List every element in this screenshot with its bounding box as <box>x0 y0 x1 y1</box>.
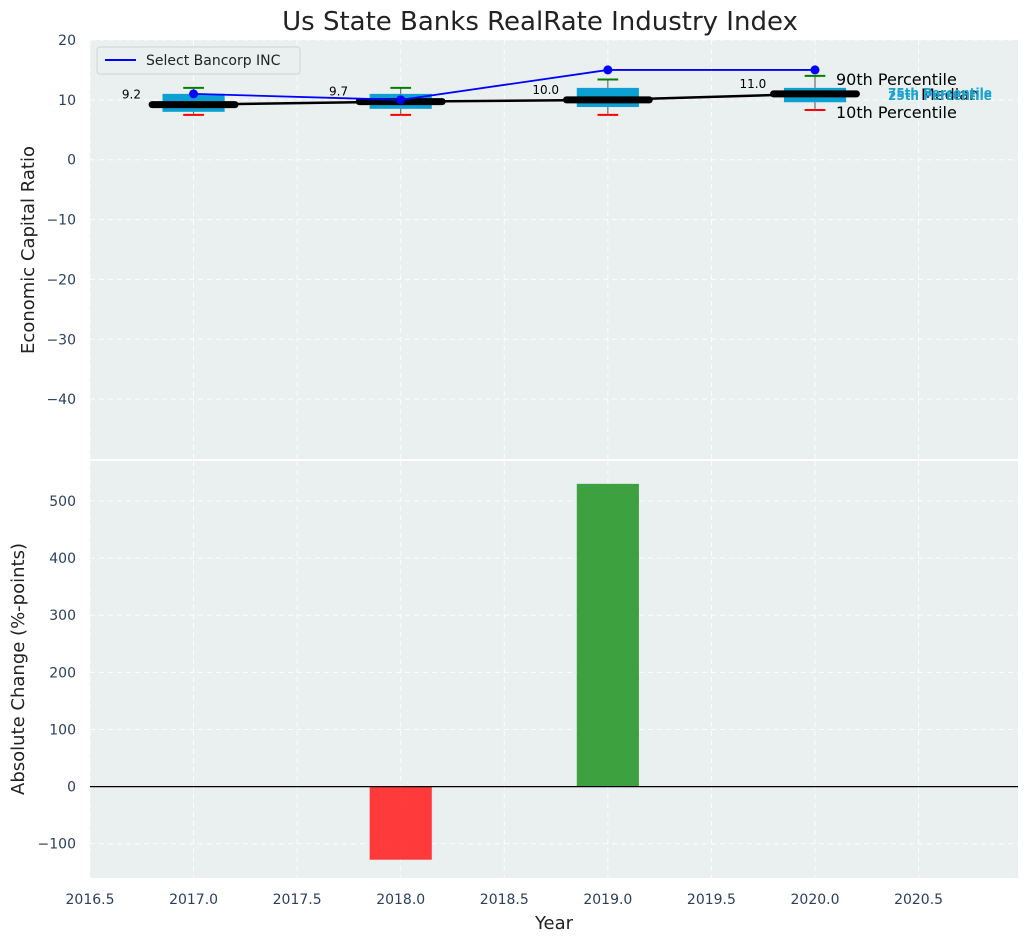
top-y-tick-label: −30 <box>46 332 76 348</box>
median-series <box>193 92 816 106</box>
top-y-tick-label: −10 <box>46 213 76 229</box>
x-tick-label: 2020.5 <box>894 892 943 908</box>
company-point <box>810 65 820 75</box>
bottom-y-tick-label: 400 <box>49 551 76 567</box>
top-plot-area <box>90 40 1018 459</box>
x-tick-label: 2020.0 <box>791 892 840 908</box>
company-line <box>193 69 815 101</box>
bottom-y-tick-label: 500 <box>49 494 76 510</box>
x-tick-labels: 2016.5 2017.0 2017.5 2018.0 2018.5 2019.0 2019… <box>66 892 944 908</box>
x-tick-label: 2017.5 <box>273 892 322 908</box>
bottom-y-tick-label: −100 <box>38 837 76 853</box>
change-bars <box>90 483 1018 860</box>
bottom-plot-area <box>90 461 1018 878</box>
top-y-tick-label: −20 <box>46 272 76 288</box>
top-y-tick-label: −40 <box>46 392 76 408</box>
median-value-label: 11.0 <box>739 77 766 91</box>
bottom-y-tick-labels: 500 400 300 200 100 0 −100 <box>38 494 76 853</box>
chart-title: Us State Banks RealRate Industry Index <box>282 7 798 37</box>
top-y-tick-label: 0 <box>67 153 76 169</box>
legend-box <box>96 46 301 75</box>
x-tick-label: 2017.0 <box>169 892 218 908</box>
company-point <box>603 65 613 75</box>
annotation-median: Median <box>921 85 979 104</box>
median-value-label: 9.2 <box>122 88 141 102</box>
legend-label-company: Select Bancorp INC <box>146 53 281 69</box>
top-y-tick-label: 20 <box>58 33 76 49</box>
annotation-10th-percentile: 10th Percentile <box>836 103 957 122</box>
annotation-75th-percentile: 75th Percentile <box>888 86 992 100</box>
median-value-label: 9.7 <box>329 85 348 99</box>
median-line <box>193 92 816 106</box>
x-tick-label: 2019.0 <box>583 892 632 908</box>
x-tick-label: 2018.5 <box>480 892 529 908</box>
x-axis-title: Year <box>534 913 574 934</box>
bottom-y-tick-label: 300 <box>49 608 76 624</box>
top-y-tick-label: 10 <box>58 93 76 109</box>
median-value-label: 10.0 <box>532 83 559 97</box>
bar-negative-change <box>369 786 432 860</box>
top-gridlines <box>89 39 1018 459</box>
legend: Select Bancorp INC <box>96 46 301 75</box>
x-tick-label: 2019.5 <box>687 892 736 908</box>
x-tick-label: 2016.5 <box>66 892 115 908</box>
bar-positive-change <box>576 483 639 787</box>
top-y-tick-labels: 20 10 0 −10 −20 −30 −40 <box>46 33 76 408</box>
x-tick-label: 2018.0 <box>376 892 425 908</box>
company-series <box>189 65 820 105</box>
annotation-90th-percentile: 90th Percentile <box>836 70 957 89</box>
bottom-y-tick-label: 100 <box>49 722 76 738</box>
bottom-y-tick-label: 200 <box>49 665 76 681</box>
top-y-axis-title: Economic Capital Ratio <box>18 146 39 354</box>
company-point <box>396 95 406 105</box>
bottom-y-tick-label: 0 <box>67 780 76 796</box>
company-point <box>189 89 199 99</box>
bottom-y-axis-title: Absolute Change (%-points) <box>8 543 29 795</box>
annotation-25th-percentile: 25th Percentile <box>888 89 992 103</box>
